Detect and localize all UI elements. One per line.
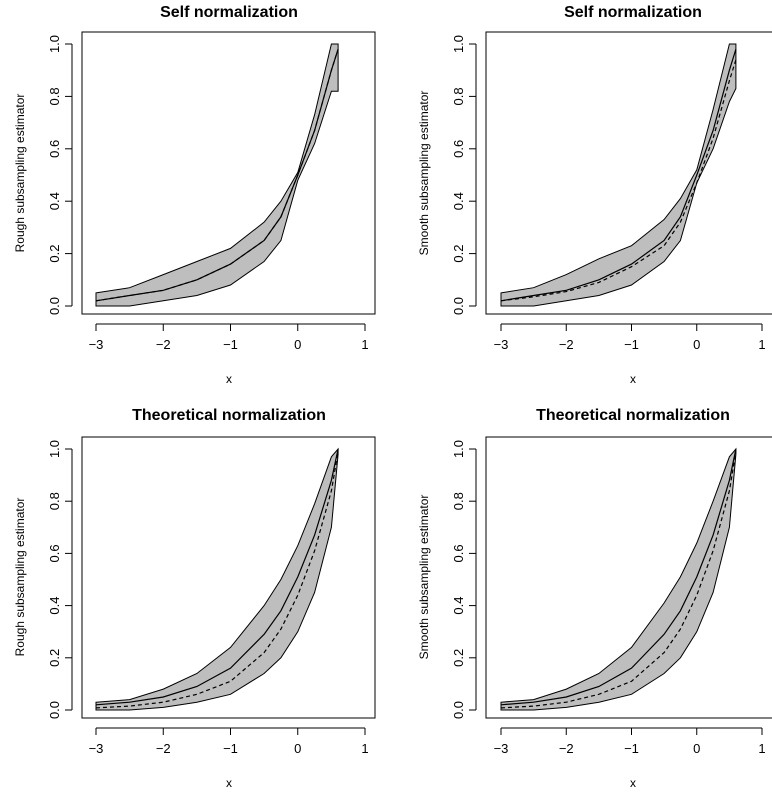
x-tick-label: −2 <box>156 337 171 352</box>
y-tick-label: 0.6 <box>47 140 62 158</box>
solid-series-line <box>95 448 339 706</box>
band-layer <box>95 447 339 711</box>
chart-title: Self normalization <box>564 4 702 21</box>
y-tick-label: 1.0 <box>451 440 466 458</box>
y-tick-label: 0.4 <box>451 597 466 615</box>
x-axis-label: x <box>630 776 636 790</box>
y-tick-label: 0.4 <box>47 597 62 615</box>
dashed-series-line <box>95 49 339 302</box>
x-tick-label: 1 <box>361 741 368 756</box>
y-axis-label: Rough subsampling estimator <box>13 498 27 657</box>
y-tick-label: 0.6 <box>47 544 62 562</box>
y-axis: 0.0 0.2 0.4 0.6 0.8 1.0 <box>47 35 73 315</box>
chart-title: Self normalization <box>160 4 298 21</box>
x-tick-label: 1 <box>758 741 765 756</box>
y-tick-label: 0.2 <box>47 649 62 667</box>
y-tick-label: 1.0 <box>47 440 62 458</box>
band-layer <box>95 43 339 307</box>
x-axis: −3 −2 −1 0 1 <box>89 323 369 352</box>
y-tick-label: 0.0 <box>47 297 62 315</box>
plot-frame <box>81 31 376 315</box>
y-tick-label: 0.8 <box>47 492 62 510</box>
y-tick-label: 0.6 <box>451 544 466 562</box>
x-axis: −3 −2 −1 0 1 <box>89 727 369 756</box>
x-tick-label: −1 <box>223 337 238 352</box>
y-tick-label: 0.0 <box>451 297 466 315</box>
x-tick-label: −1 <box>223 741 238 756</box>
x-axis-label: x <box>630 372 636 386</box>
solid-series-line <box>500 448 737 706</box>
y-tick-label: 0.2 <box>451 245 466 263</box>
plot-frame <box>485 436 772 719</box>
plot-frame <box>485 31 772 315</box>
confidence-band <box>95 447 339 711</box>
x-tick-label: −3 <box>89 741 104 756</box>
y-axis: 0.0 0.2 0.4 0.6 0.8 1.0 <box>451 440 477 719</box>
band-layer <box>500 447 737 711</box>
y-tick-label: 0.8 <box>47 87 62 105</box>
x-tick-label: −1 <box>624 741 639 756</box>
y-tick-label: 0.6 <box>451 140 466 158</box>
y-tick-label: 1.0 <box>451 35 466 53</box>
dashed-series-line <box>95 451 339 709</box>
x-tick-label: −2 <box>559 741 574 756</box>
panel-bottom-right: −3 −2 −1 0 1 0.0 0.2 0.4 0.6 0.8 1.0 Theoretical … <box>417 407 772 790</box>
confidence-band <box>500 447 737 711</box>
solid-series-line <box>500 49 737 302</box>
chart-title: Theoretical normalization <box>132 407 326 424</box>
panel-bottom-left: −3 −2 −1 0 1 0.0 0.2 0.4 0.6 0.8 1.0 Theoretical … <box>13 407 376 790</box>
x-tick-label: −3 <box>494 337 509 352</box>
x-tick-label: 0 <box>294 741 301 756</box>
x-axis: −3 −2 −1 0 1 <box>494 727 766 756</box>
dashed-series-line <box>500 451 737 709</box>
y-axis-label: Smooth subsampling estimator <box>417 91 431 256</box>
panel-top-left: −3 −2 −1 0 1 0.0 0.2 0.4 0.6 0.8 1.0 Self normali… <box>13 4 376 386</box>
x-tick-label: 0 <box>693 337 700 352</box>
y-tick-label: 0.8 <box>451 87 466 105</box>
line-layer <box>500 49 737 302</box>
x-tick-label: −2 <box>559 337 574 352</box>
chart-title: Theoretical normalization <box>536 407 730 424</box>
x-axis-label: x <box>226 776 232 790</box>
x-tick-label: −1 <box>624 337 639 352</box>
y-tick-label: 0.2 <box>451 649 466 667</box>
line-layer <box>95 448 339 709</box>
y-tick-label: 0.4 <box>47 192 62 210</box>
x-tick-label: 0 <box>693 741 700 756</box>
y-tick-label: 0.8 <box>451 492 466 510</box>
y-axis-label: Rough subsampling estimator <box>13 94 27 253</box>
x-tick-label: 1 <box>758 337 765 352</box>
x-axis-label: x <box>226 372 232 386</box>
y-tick-label: 1.0 <box>47 35 62 53</box>
x-tick-label: −2 <box>156 741 171 756</box>
y-tick-label: 0.0 <box>47 701 62 719</box>
y-axis-label: Smooth subsampling estimator <box>417 495 431 660</box>
x-tick-label: 0 <box>294 337 301 352</box>
line-layer <box>95 49 339 302</box>
x-axis: −3 −2 −1 0 1 <box>494 323 766 352</box>
y-axis: 0.0 0.2 0.4 0.6 0.8 1.0 <box>451 35 477 315</box>
x-tick-label: −3 <box>89 337 104 352</box>
confidence-band <box>95 43 339 307</box>
y-tick-label: 0.4 <box>451 192 466 210</box>
line-layer <box>500 448 737 709</box>
band-layer <box>500 43 737 307</box>
x-tick-label: −3 <box>494 741 509 756</box>
panel-top-right: −3 −2 −1 0 1 0.0 0.2 0.4 0.6 0.8 1.0 Self normali… <box>417 4 772 386</box>
confidence-band <box>500 43 737 307</box>
y-axis: 0.0 0.2 0.4 0.6 0.8 1.0 <box>47 440 73 719</box>
x-tick-label: 1 <box>361 337 368 352</box>
y-tick-label: 0.2 <box>47 245 62 263</box>
plot-frame <box>81 436 376 719</box>
y-tick-label: 0.0 <box>451 701 466 719</box>
